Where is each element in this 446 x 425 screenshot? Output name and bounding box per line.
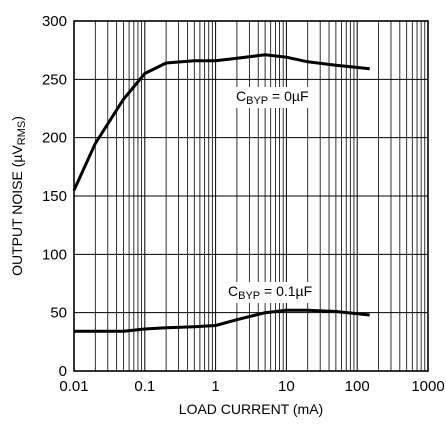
annotation-cbyp-0-1uf-text: CBYP = 0.1µF [228, 283, 312, 302]
y-tick-label: 250 [42, 71, 67, 88]
y-tick-label: 100 [42, 246, 67, 263]
annotation-cbyp-0-1uf: CBYP = 0.1µF [225, 282, 316, 303]
y-tick-label: 50 [50, 305, 67, 322]
x-tick-label: 100 [345, 378, 370, 395]
x-tick-labels: 0.01 0.1 1 10 100 1000 [59, 378, 444, 395]
series-lines [72, 53, 370, 333]
x-tick-label: 0.01 [59, 378, 88, 395]
y-tick-labels: 0 50 100 150 200 250 300 [42, 13, 67, 380]
annotation-cbyp-0-1uf-background [225, 282, 316, 303]
y-axis-label: OUTPUT NOISE (µVRMS) [9, 116, 28, 276]
series-line-1 [74, 308, 370, 333]
y-tick-label: 0 [59, 363, 67, 380]
series-line-0 [72, 53, 370, 191]
x-tick-label: 1 [211, 378, 219, 395]
x-tick-label: 10 [278, 378, 295, 395]
annotation-cbyp-0uf: CBYP = 0µF [233, 87, 312, 108]
x-tick-label: 0.1 [134, 378, 155, 395]
plot-frame [73, 20, 429, 372]
grid [73, 21, 428, 371]
x-axis-label: LOAD CURRENT (mA) [179, 401, 323, 417]
y-tick-label: 300 [42, 13, 67, 30]
x-tick-label: 1000 [411, 378, 444, 395]
y-tick-label: 150 [42, 188, 67, 205]
annotation-cbyp-0uf-text: CBYP = 0µF [236, 88, 309, 107]
y-tick-label: 200 [42, 130, 67, 147]
annotation-cbyp-0uf-background [233, 87, 312, 108]
